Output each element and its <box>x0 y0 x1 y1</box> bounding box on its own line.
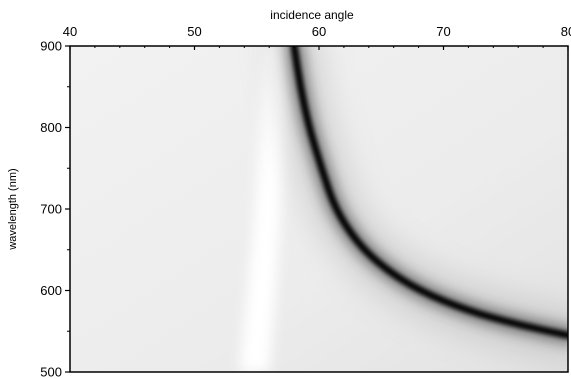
y-axis: 500 600 700 800 900 <box>40 39 70 379</box>
x-tick-label: 50 <box>187 24 201 39</box>
y-tick-label: 600 <box>40 283 62 298</box>
x-tick-label: 40 <box>63 24 77 39</box>
x-axis-title: incidence angle <box>270 8 354 22</box>
y-tick-label: 700 <box>40 202 62 217</box>
y-tick-label: 500 <box>40 365 62 379</box>
x-tick-label: 60 <box>312 24 326 39</box>
x-tick-label: 70 <box>436 24 450 39</box>
y-tick-label: 900 <box>40 39 62 54</box>
y-axis-title: wavelength (nm) <box>7 168 19 250</box>
y-tick-label: 800 <box>40 120 62 135</box>
x-tick-label: 80 <box>561 24 571 39</box>
heatmap-plot-area <box>70 46 568 372</box>
